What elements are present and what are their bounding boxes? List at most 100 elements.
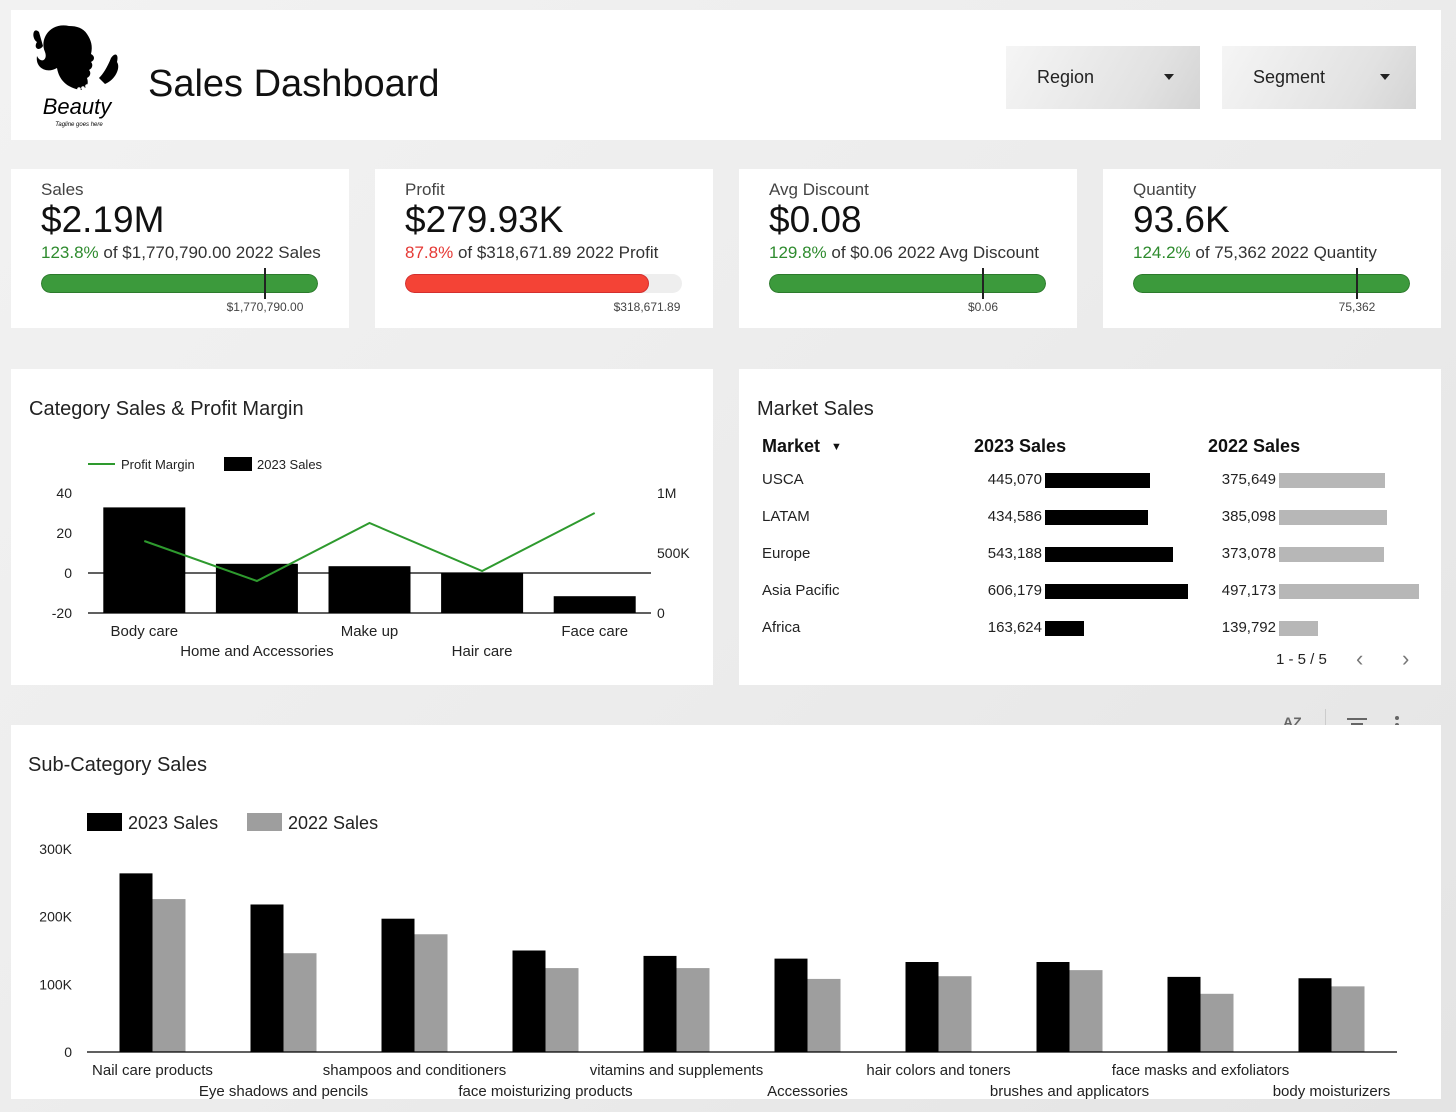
category-axis-label: Make up	[341, 623, 399, 640]
subcategory-2022-bar	[1331, 986, 1365, 1052]
subcategory-2023-bar	[774, 958, 808, 1052]
kpi-progress-fill	[1133, 274, 1410, 293]
subcategory-axis-label: face masks and exfoliators	[1112, 1062, 1290, 1079]
sales-2023-value: 434,586	[987, 508, 1042, 525]
sales-2023-bar	[1045, 547, 1174, 562]
legend-swatch-2023-sales	[224, 457, 252, 471]
kpi-percent: 124.2%	[1133, 243, 1191, 262]
right-axis-tick-label: 500K	[657, 545, 690, 561]
kpi-label: Profit	[405, 180, 445, 199]
y-axis-tick-label: 300K	[39, 841, 72, 857]
kpi-compare-text: of $1,770,790.00 2022 Sales	[103, 243, 321, 262]
kpi-target-label: 75,362	[1338, 300, 1376, 314]
sales-2022-column-header[interactable]: 2022 Sales	[1208, 436, 1301, 456]
sales-2023-bar	[1045, 621, 1084, 636]
market-name: Europe	[762, 545, 811, 562]
category-chart: Profit Margin 2023 Sales 40 20 0 -20 1M 500K 0 Bo…	[52, 457, 690, 660]
kpi-target-label: $1,770,790.00	[226, 300, 304, 314]
subcategory-axis-label: Eye shadows and pencils	[199, 1083, 368, 1099]
sales-2023-value: 606,179	[987, 582, 1042, 599]
profit-margin-line	[143, 512, 596, 583]
sales-2022-value: 497,173	[1221, 582, 1276, 599]
kpi-progress-fill	[405, 274, 649, 293]
kpi-card-avg-discount: Avg Discount $0.08 129.8% of $0.06 2022 …	[739, 169, 1077, 328]
market-name: LATAM	[762, 508, 810, 525]
market-table-row[interactable]: Asia Pacific 606,179 497,173	[739, 582, 1441, 606]
y-axis-tick-label: 0	[64, 1044, 72, 1060]
next-page-icon[interactable]: ›	[1402, 646, 1410, 671]
kpi-progress-track	[1133, 274, 1410, 293]
kpi-comparison: 129.8% of $0.06 2022 Avg Discount	[769, 243, 1039, 263]
sales-2023-value: 445,070	[987, 471, 1042, 488]
category-sales-bar	[553, 596, 636, 613]
subcategory-chart-panel: Sub-Category Sales 2023 Sales 2022 Sales 3…	[11, 725, 1441, 1099]
kpi-target-marker	[264, 268, 266, 299]
segment-filter-label: Segment	[1253, 67, 1326, 87]
subcategory-2022-bar	[152, 899, 186, 1052]
sales-2023-value: 163,624	[987, 619, 1042, 636]
left-axis-tick-label: 40	[56, 485, 72, 501]
subcategory-axis-label: brushes and applicators	[990, 1083, 1149, 1099]
subcategory-2022-bar	[938, 976, 972, 1052]
kpi-value: $279.93K	[405, 199, 564, 240]
sales-2023-column-header[interactable]: 2023 Sales	[974, 436, 1067, 456]
legend-swatch-2022-sales	[247, 813, 282, 831]
kpi-progress-fill	[769, 274, 1046, 293]
subcategory-axis-label: body moisturizers	[1273, 1083, 1391, 1099]
subcategory-2022-bar	[545, 968, 579, 1052]
right-axis-tick-label: 1M	[657, 485, 676, 501]
subcategory-2022-bar	[283, 953, 317, 1052]
kpi-card-quantity: Quantity 93.6K 124.2% of 75,362 2022 Qua…	[1103, 169, 1441, 328]
caret-down-icon	[1164, 74, 1174, 80]
subcategory-2023-bar	[1298, 978, 1332, 1052]
kpi-progress-fill	[41, 274, 318, 293]
market-name: Africa	[762, 619, 801, 636]
kpi-percent: 129.8%	[769, 243, 827, 262]
kpi-compare-text: of 75,362 2022 Quantity	[1195, 243, 1377, 262]
right-axis-tick-label: 0	[657, 605, 665, 621]
sales-2022-value: 373,078	[1221, 545, 1276, 562]
market-column-header[interactable]: Market ▼	[762, 436, 842, 457]
segment-filter-dropdown[interactable]: Segment	[1222, 46, 1416, 109]
legend-label-2022-sales: 2022 Sales	[288, 813, 378, 833]
category-chart-title: Category Sales & Profit Margin	[29, 398, 304, 420]
sales-2022-bar	[1279, 584, 1419, 599]
sales-2022-value: 139,792	[1221, 619, 1276, 636]
sales-2023-bar	[1045, 584, 1188, 599]
legend-label-2023-sales: 2023 Sales	[128, 813, 218, 833]
subcategory-axis-label: vitamins and supplements	[590, 1062, 763, 1079]
market-table-row[interactable]: USCA 445,070 375,649	[739, 471, 1441, 495]
left-axis-tick-label: -20	[52, 605, 72, 621]
market-header-label: Market	[762, 436, 821, 456]
market-name: Asia Pacific	[762, 582, 840, 599]
subcategory-2023-bar	[250, 904, 284, 1052]
subcategory-2022-bar	[1200, 993, 1234, 1052]
sort-descending-icon: ▼	[831, 441, 842, 453]
subcategory-2023-bar	[512, 950, 546, 1052]
kpi-value: $0.08	[769, 199, 862, 240]
y-axis-tick-label: 100K	[39, 976, 72, 992]
market-table-row[interactable]: LATAM 434,586 385,098	[739, 508, 1441, 532]
subcategory-2023-bar	[381, 918, 415, 1052]
market-table-row[interactable]: Europe 543,188 373,078	[739, 545, 1441, 569]
kpi-card-profit: Profit $279.93K 87.8% of $318,671.89 202…	[375, 169, 713, 328]
subcategory-axis-label: face moisturizing products	[458, 1083, 632, 1099]
subcategory-2023-bar	[119, 873, 153, 1052]
market-table-row[interactable]: Africa 163,624 139,792	[739, 619, 1441, 643]
subcategory-2022-bar	[414, 934, 448, 1052]
kpi-label: Avg Discount	[769, 180, 869, 199]
left-axis-tick-label: 0	[64, 565, 72, 581]
subcategory-2022-bar	[807, 978, 841, 1052]
subcategory-chart-title: Sub-Category Sales	[28, 754, 207, 776]
category-axis-label: Body care	[111, 623, 179, 640]
kpi-target-marker	[1356, 268, 1358, 299]
page-title: Sales Dashboard	[148, 63, 440, 105]
kpi-compare-text: of $0.06 2022 Avg Discount	[831, 243, 1040, 262]
sales-2022-bar	[1279, 547, 1385, 562]
previous-page-icon[interactable]: ‹	[1356, 646, 1364, 671]
category-axis-label: Hair care	[452, 643, 513, 660]
subcategory-2023-bar	[1167, 976, 1201, 1052]
legend-label-profit-margin: Profit Margin	[121, 457, 195, 472]
region-filter-dropdown[interactable]: Region	[1006, 46, 1200, 109]
category-chart-panel: Category Sales & Profit Margin Profit Ma…	[11, 369, 713, 685]
